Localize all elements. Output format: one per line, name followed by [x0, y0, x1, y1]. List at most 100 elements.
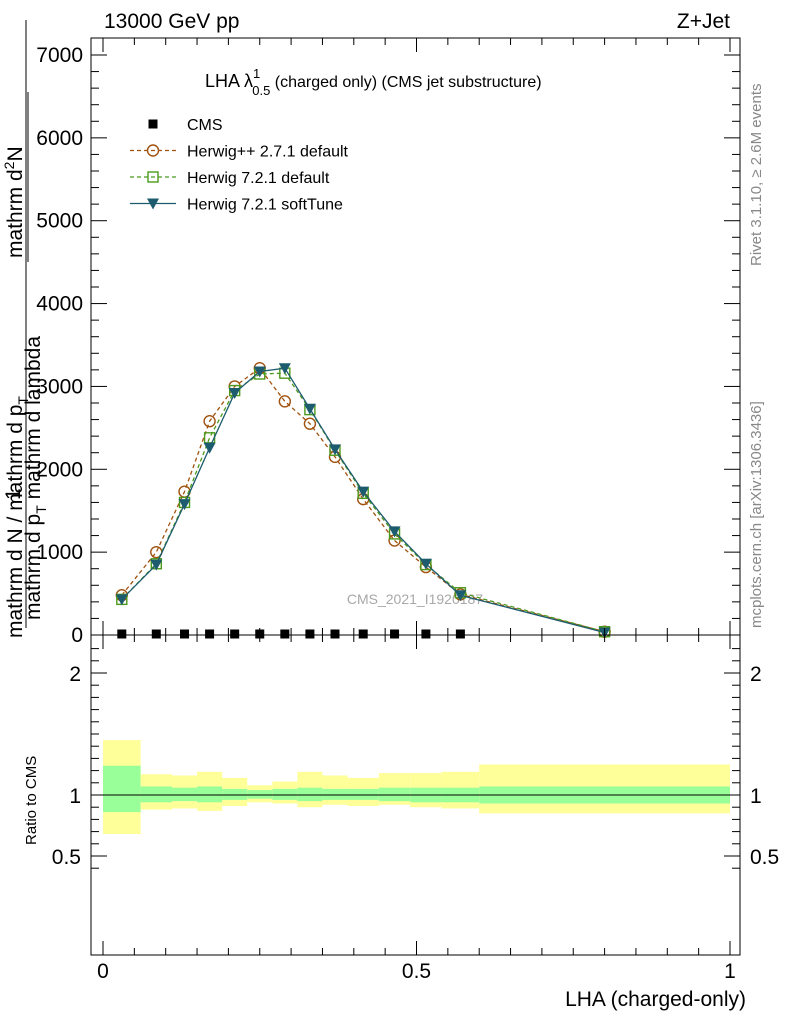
data-point [228, 388, 241, 400]
legend-marker [147, 198, 159, 210]
data-point [328, 444, 341, 456]
series-layer [115, 362, 611, 639]
side-mcplots-text: mcplots.cern.ch [arXiv:1306.3436] [748, 401, 765, 628]
ratio-tick-label-right: 1 [750, 785, 762, 808]
x-axis-label: LHA (charged-only) [565, 988, 746, 1011]
y-axis-label: mathrm d N / mathrm d pT 1 mathrm d pT m… [1, 20, 49, 638]
ratio-inner-band [140, 786, 172, 803]
legend-label: Herwig++ 2.7.1 default [187, 144, 349, 161]
y-label-prefix: 1 [2, 488, 25, 500]
y-tick-label: 7000 [36, 44, 83, 67]
data-point [280, 629, 290, 639]
legend: CMS Herwig++ 2.7.1 default Herwig 7.2.1 de… [130, 117, 349, 214]
legend-marker [146, 144, 160, 157]
data-point [278, 363, 291, 375]
ratio-inner-band [247, 790, 273, 799]
ratio-y-tick-labels: 0.5 0.5 1 1 2 2 [52, 663, 779, 869]
ratio-inner-band [222, 788, 248, 800]
y-tick-label: 6000 [36, 127, 83, 150]
ratio-inner-band [378, 787, 411, 802]
ratio-inner-band [197, 786, 223, 803]
data-point [203, 415, 216, 428]
series-3 [115, 363, 611, 639]
x-tick-label: 1 [724, 960, 736, 983]
chart-title: LHA λ1 0.5 (charged only) (CMS jet substr… [205, 66, 542, 98]
title-sup: 1 [253, 66, 260, 81]
data-point [205, 629, 215, 639]
ratio-y-label: Ratio to CMS [23, 756, 40, 845]
data-point [454, 590, 467, 602]
header-left: 13000 GeV pp [104, 10, 239, 33]
svg-text:mathrm d pT mathrm d lambda: mathrm d pT mathrm d lambda [22, 336, 49, 620]
data-point [419, 558, 432, 570]
ratio-bands [103, 740, 730, 835]
series-line [121, 367, 605, 634]
data-point [303, 417, 317, 430]
ratio-tick-label-left: 1 [69, 785, 81, 808]
legend-item: Herwig 7.2.1 default [130, 170, 330, 187]
y-tick-label-zero: 0 [71, 624, 83, 647]
y-tick-label: 5000 [36, 210, 83, 233]
y-tick-label: 3000 [36, 375, 83, 398]
series-line [121, 367, 605, 633]
data-point [421, 629, 431, 639]
data-point [115, 594, 128, 606]
y-label-frac-den-sub: T [33, 505, 49, 514]
ratio-inner-band [171, 787, 198, 802]
data-point [230, 629, 240, 639]
y-tick-label: 1000 [36, 541, 83, 564]
data-point [278, 395, 292, 408]
ratio-tick-label-right: 0.5 [750, 846, 779, 869]
side-rivet-text: Rivet 3.1.10, ≥ 2.6M events [748, 84, 765, 267]
ratio-tick-label-left: 0.5 [52, 846, 81, 869]
y-label-denominator-sub: T [15, 396, 31, 405]
data-point [178, 499, 191, 511]
legend-marker [148, 119, 158, 129]
svg-text:mathrm d N / mathrm d pT: mathrm d N / mathrm d pT [4, 396, 31, 638]
data-point [305, 629, 315, 639]
ratio-y-ticks [91, 648, 740, 869]
legend-item: CMS [148, 117, 223, 134]
title-sub: 0.5 [252, 83, 270, 98]
y-tick-label: 2000 [36, 458, 83, 481]
data-point [330, 629, 340, 639]
legend-marker [147, 171, 159, 183]
y-label-num: mathrm d [4, 169, 27, 258]
watermark: CMS_2021_I1920187 [347, 591, 483, 607]
svg-text:mathrm d2N: mathrm d2N [1, 146, 27, 258]
data-point [253, 366, 266, 378]
data-point [358, 629, 368, 639]
data-point [357, 486, 370, 498]
main-y-tick-labels: 1000 2000 3000 4000 5000 6000 7000 0 [36, 44, 83, 647]
data-point [303, 403, 316, 415]
data-point [388, 526, 401, 538]
y-label-num-rest: N [4, 146, 27, 161]
ratio-inner-band [297, 787, 323, 802]
y-tick-label: 4000 [36, 293, 83, 316]
legend-item: Herwig++ 2.7.1 default [130, 144, 349, 161]
legend-label: Herwig 7.2.1 softTune [187, 197, 343, 214]
y-label-denominator: mathrm d N / mathrm d p [4, 405, 27, 638]
main-y-ticks [91, 54, 740, 636]
y-label-num-sup: 2 [1, 161, 17, 169]
legend-label: CMS [187, 117, 223, 134]
y-label-frac-den: mathrm d p [22, 514, 45, 620]
title-rest: (charged only) (CMS jet substructure) [270, 74, 541, 91]
ratio-inner-band [103, 765, 141, 813]
ratio-inner-band [347, 788, 379, 800]
data-point [117, 629, 127, 639]
y-label-frac-den-rest: mathrm d lambda [22, 336, 45, 506]
ratio-inner-band [272, 788, 298, 800]
ratio-tick-label-left: 2 [69, 663, 81, 686]
header-right: Z+Jet [677, 10, 730, 33]
ratio-tick-label-right: 2 [750, 663, 762, 686]
ratio-inner-band [322, 788, 348, 800]
data-point [150, 559, 163, 571]
data-point [203, 442, 216, 454]
x-tick-label: 0.5 [402, 960, 431, 983]
data-point [390, 629, 400, 639]
legend-label: Herwig 7.2.1 default [187, 170, 330, 187]
data-point [455, 629, 465, 639]
title-main: LHA λ [205, 71, 253, 91]
